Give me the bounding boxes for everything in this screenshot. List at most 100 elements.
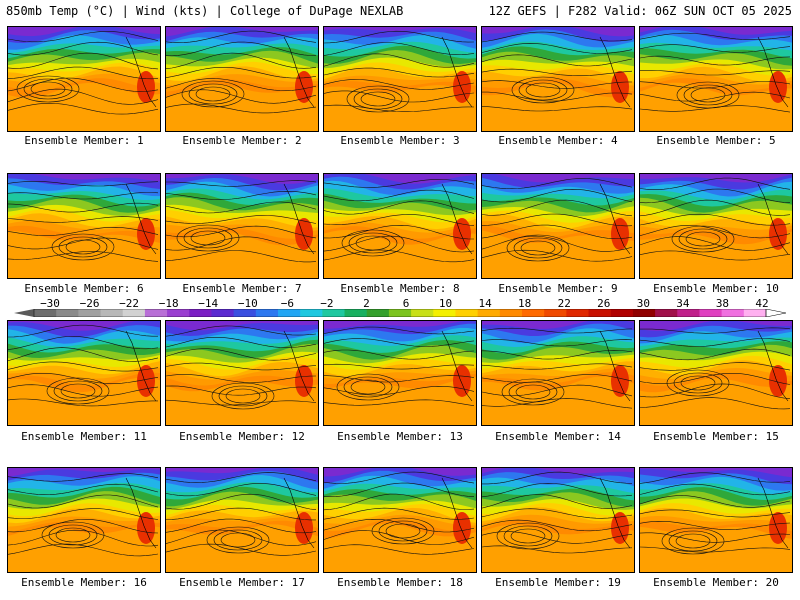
- ensemble-member-label: Ensemble Member: 5: [656, 134, 776, 147]
- ensemble-member-label: Ensemble Member: 9: [498, 282, 618, 295]
- colorbar-tick-label: −6: [280, 297, 294, 310]
- colorbar-swatch: [388, 309, 412, 317]
- temperature-wind-map-image: [8, 27, 160, 131]
- ensemble-member-label: Ensemble Member: 6: [24, 282, 144, 295]
- temperature-colorbar: −30 −26 −22 −18 −14 −10 −6 −2 2 6 10 14 18 22 26 30 34 38…: [14, 298, 786, 318]
- colorbar-tick-label: 10: [438, 297, 453, 310]
- ensemble-member-map: [165, 467, 319, 573]
- temperature-wind-map-image: [324, 27, 476, 131]
- ensemble-member-label: Ensemble Member: 18: [337, 576, 463, 589]
- ensemble-member-map: [323, 467, 477, 573]
- colorbar-swatch: [566, 309, 590, 317]
- colorbar-swatch: [544, 309, 567, 317]
- colorbar-tick-label: 42: [755, 297, 769, 310]
- ensemble-member-map: [323, 26, 477, 132]
- colorbar-swatch: [411, 309, 434, 317]
- temperature-wind-map-image: [482, 468, 634, 572]
- colorbar-swatch: [122, 309, 146, 317]
- colorbar-swatch: [610, 309, 634, 317]
- colorbar-swatch: [344, 309, 368, 317]
- ensemble-member-map: [481, 173, 635, 279]
- temperature-wind-map-image: [324, 321, 476, 425]
- temperature-wind-map-image: [640, 174, 792, 278]
- run-valid-time: 12Z GEFS | F282 Valid: 06Z SUN OCT 05 20…: [488, 4, 792, 18]
- colorbar-tick-label: −14: [198, 297, 219, 310]
- ensemble-member-map: [7, 26, 161, 132]
- ensemble-member-map: [7, 467, 161, 573]
- colorbar-swatch: [455, 309, 479, 317]
- ensemble-member-label: Ensemble Member: 4: [498, 134, 618, 147]
- ensemble-member-label: Ensemble Member: 14: [495, 430, 621, 443]
- header: 850mb Temp (°C) | Wind (kts) | College o…: [0, 0, 800, 22]
- ensemble-member-label: Ensemble Member: 20: [653, 576, 779, 589]
- colorbar-swatch: [167, 309, 190, 317]
- colorbar-swatch: [522, 309, 545, 317]
- ensemble-member-map: [481, 26, 635, 132]
- ensemble-member-map: [639, 173, 793, 279]
- ensemble-member-label: Ensemble Member: 2: [182, 134, 302, 147]
- ensemble-member-map: [639, 320, 793, 426]
- colorbar-swatch: [721, 309, 745, 317]
- colorbar-tick-label: 22: [557, 297, 571, 310]
- colorbar-swatch: [366, 309, 390, 317]
- colorbar-swatch: [300, 309, 323, 317]
- colorbar-swatch: [499, 309, 523, 317]
- colorbar-swatch: [189, 309, 212, 317]
- temperature-wind-map-image: [324, 174, 476, 278]
- colorbar-swatch: [211, 309, 235, 317]
- colorbar-swatch: [34, 309, 57, 317]
- colorbar-strip: [14, 309, 786, 317]
- colorbar-swatch: [743, 309, 767, 317]
- ensemble-member-label: Ensemble Member: 16: [21, 576, 147, 589]
- ensemble-member-label: Ensemble Member: 10: [653, 282, 779, 295]
- ensemble-member-map: [7, 320, 161, 426]
- ensemble-member-map: [323, 173, 477, 279]
- ensemble-member-label: Ensemble Member: 15: [653, 430, 779, 443]
- temperature-wind-map-image: [482, 27, 634, 131]
- colorbar-tick-label: −18: [158, 297, 179, 310]
- colorbar-tick-label: 6: [402, 297, 410, 310]
- colorbar-tick-label: −30: [40, 297, 60, 310]
- colorbar-swatch: [78, 309, 102, 317]
- colorbar-swatch: [100, 309, 124, 317]
- colorbar-swatch: [655, 309, 678, 317]
- ensemble-member-label: Ensemble Member: 8: [340, 282, 460, 295]
- colorbar-swatch: [588, 309, 612, 317]
- colorbar-tick-label: −22: [119, 297, 140, 310]
- colorbar-swatch: [255, 309, 279, 317]
- temperature-wind-map-image: [482, 174, 634, 278]
- colorbar-swatch: [677, 309, 700, 317]
- temperature-wind-map-image: [640, 27, 792, 131]
- colorbar-swatch: [278, 309, 301, 317]
- temperature-wind-map-image: [324, 468, 476, 572]
- ensemble-member-map: [165, 26, 319, 132]
- colorbar-tick-label: 34: [676, 297, 690, 310]
- temperature-wind-map-image: [8, 321, 160, 425]
- temperature-wind-map-image: [166, 321, 318, 425]
- colorbar-tick-label: 26: [597, 297, 611, 310]
- ensemble-member-label: Ensemble Member: 19: [495, 576, 621, 589]
- temperature-wind-map-image: [482, 321, 634, 425]
- ensemble-member-label: Ensemble Member: 7: [182, 282, 302, 295]
- temperature-wind-map-image: [8, 174, 160, 278]
- ensemble-member-map: [165, 320, 319, 426]
- temperature-wind-map-image: [640, 468, 792, 572]
- colorbar-swatch: [632, 309, 656, 317]
- colorbar-tick-label: 18: [518, 297, 532, 310]
- colorbar-swatch: [56, 309, 79, 317]
- colorbar-left-arrow: [14, 309, 34, 317]
- ensemble-member-map: [323, 320, 477, 426]
- ensemble-member-map: [481, 467, 635, 573]
- ensemble-member-label: Ensemble Member: 12: [179, 430, 305, 443]
- colorbar-tick-label: −26: [79, 297, 100, 310]
- ensemble-member-label: Ensemble Member: 3: [340, 134, 460, 147]
- ensemble-member-map: [639, 467, 793, 573]
- ensemble-member-map: [165, 173, 319, 279]
- colorbar-tick-label: 14: [478, 297, 492, 310]
- ensemble-member-label: Ensemble Member: 1: [24, 134, 144, 147]
- colorbar-swatch: [322, 309, 346, 317]
- product-title: 850mb Temp (°C) | Wind (kts) | College o…: [6, 4, 404, 18]
- ensemble-member-map: [481, 320, 635, 426]
- colorbar-swatch: [699, 309, 723, 317]
- ensemble-member-label: Ensemble Member: 13: [337, 430, 463, 443]
